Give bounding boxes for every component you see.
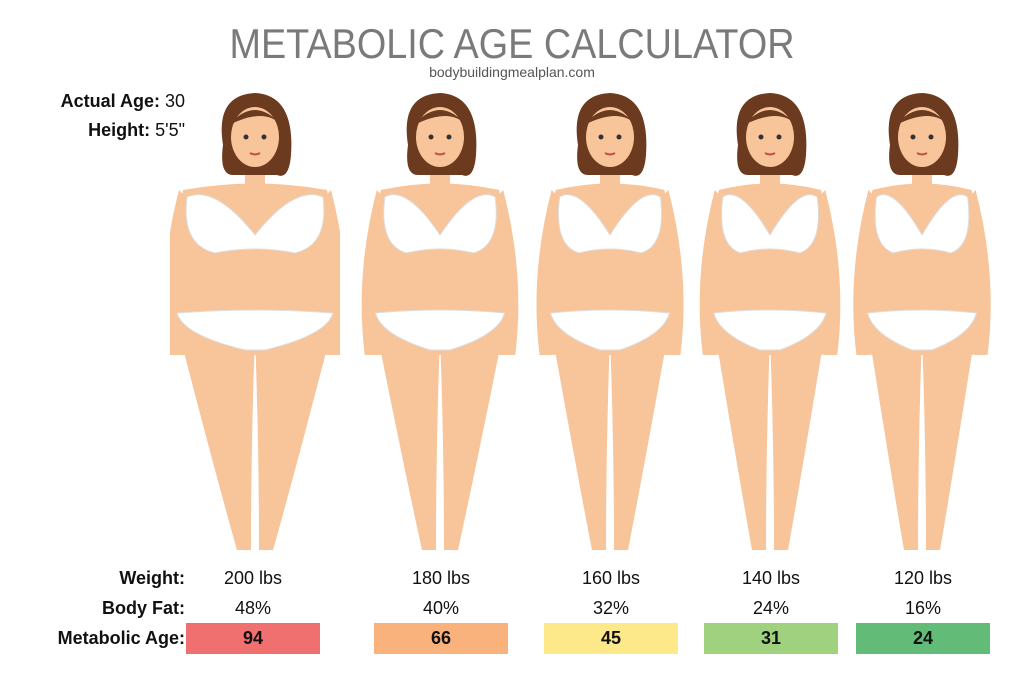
eye-right (928, 134, 934, 140)
metabolic-age-badge: 31 (704, 623, 838, 654)
eye-left (243, 134, 249, 140)
woman-figure (536, 93, 684, 550)
weight-value: 200 lbs (223, 568, 283, 588)
bra (874, 194, 970, 254)
eye-right (261, 134, 267, 140)
weight-value: 160 lbs (581, 568, 641, 588)
eye-left (428, 134, 434, 140)
height-value: 5'5" (155, 120, 185, 140)
body-fat-value: 40% (422, 598, 460, 618)
body-fat-value: 24% (752, 598, 790, 618)
legs (713, 325, 827, 550)
mouth (764, 152, 776, 156)
legs (375, 325, 505, 550)
underwear (176, 309, 334, 351)
body-fat-value: 16% (904, 598, 942, 618)
face (231, 107, 279, 167)
metabolic-age-badge: 24 (856, 623, 990, 654)
face (898, 107, 946, 167)
weight-label: Weight: (119, 568, 185, 588)
bra (557, 194, 663, 254)
metabolic-age-badge: 45 (544, 623, 678, 654)
mouth (604, 152, 616, 156)
height: Height: 5'5" (20, 120, 185, 141)
eye-left (758, 134, 764, 140)
underwear (866, 309, 978, 351)
eye-right (616, 134, 622, 140)
height-label: Height: (88, 120, 151, 140)
mouth (434, 152, 446, 156)
underwear (713, 309, 827, 351)
weight-value: 180 lbs (411, 568, 471, 588)
weight-value: 120 lbs (893, 568, 953, 588)
actual-age-value: 30 (164, 91, 185, 111)
body-fat-label: Body Fat: (102, 598, 185, 618)
actual-age-label: Actual Age: (60, 91, 160, 111)
eye-left (598, 134, 604, 140)
underwear (549, 309, 671, 351)
page-title: METABOLIC AGE CALCULATOR (229, 20, 795, 67)
body-fat-value: 48% (234, 598, 272, 618)
woman-figure (853, 93, 991, 550)
legs (550, 325, 670, 550)
woman-figure (170, 93, 340, 550)
face (586, 107, 634, 167)
eye-right (446, 134, 452, 140)
face (746, 107, 794, 167)
mouth (916, 152, 928, 156)
body-fat-value: 32% (592, 598, 630, 618)
weight-value: 140 lbs (741, 568, 801, 588)
website-credit: bodybuildingmealplan.com (429, 64, 595, 80)
woman-figure (361, 93, 519, 550)
bra (185, 194, 325, 254)
legs (867, 325, 977, 550)
actual-age: Actual Age: 30 (20, 91, 185, 112)
metabolic-age-badge: 66 (374, 623, 508, 654)
eye-right (776, 134, 782, 140)
metabolic-age-label: Metabolic Age: (57, 628, 185, 648)
mouth (249, 152, 261, 156)
underwear (374, 309, 506, 351)
eye-left (910, 134, 916, 140)
bra (721, 194, 819, 254)
bra (383, 194, 497, 254)
legs (177, 325, 333, 550)
metabolic-age-badge: 94 (186, 623, 320, 654)
woman-figure (699, 93, 841, 550)
face (416, 107, 464, 167)
